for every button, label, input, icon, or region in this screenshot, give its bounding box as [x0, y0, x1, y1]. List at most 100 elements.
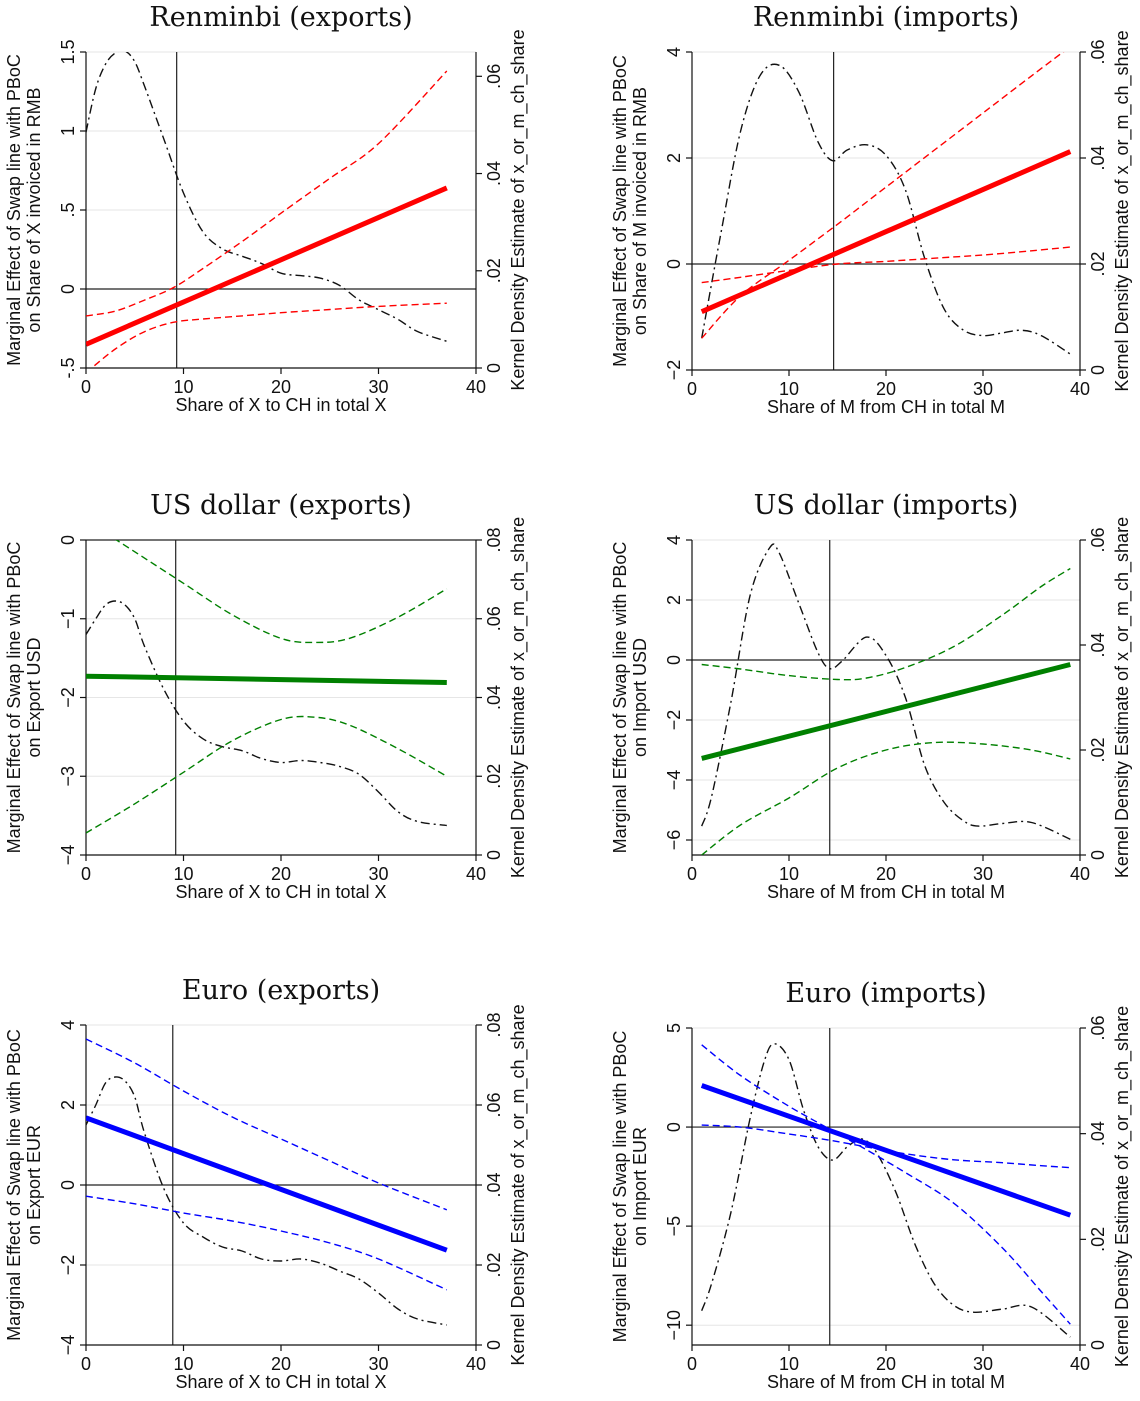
y2-tick-label: .02	[484, 764, 504, 789]
x-axis-label: Share of M from CH in total M	[767, 882, 1005, 902]
panel-title: Euro (exports)	[182, 975, 380, 1006]
kernel-density-line	[86, 600, 447, 827]
y-tick-label: 0	[58, 284, 78, 294]
x-tick-label: 40	[466, 864, 486, 884]
kernel-density-line	[86, 52, 448, 342]
marginal-effect-line	[86, 1115, 448, 1253]
y-axis-label: on Import EUR	[630, 1127, 650, 1246]
y2-tick-label: .06	[1088, 39, 1108, 64]
y2-tick-label: 0	[484, 363, 504, 373]
ci-upper-line	[701, 52, 1065, 339]
y-tick-label: −1	[58, 608, 78, 629]
kernel-density-line	[701, 543, 1071, 840]
kernel-density-line	[701, 63, 1071, 355]
y2-tick-label: 0	[1088, 850, 1108, 860]
y-tick-label: -.5	[58, 357, 78, 378]
y-tick-label: −5	[664, 1216, 684, 1237]
x-tick-label: 0	[81, 864, 91, 884]
x-tick-label: 30	[973, 864, 993, 884]
ci-upper-line	[115, 540, 448, 644]
x-tick-label: 30	[973, 1354, 993, 1374]
x-tick-label: 20	[876, 864, 896, 884]
y2-tick-label: .04	[484, 161, 504, 186]
ci-lower-line	[86, 715, 448, 834]
y2-tick-label: .06	[1088, 1015, 1108, 1040]
x-axis-label: Share of X to CH in total X	[175, 1372, 386, 1392]
y2-tick-label: .04	[1088, 1121, 1108, 1146]
y-tick-label: 0	[58, 535, 78, 545]
x-tick-label: 20	[876, 1354, 896, 1374]
y-tick-label: −4	[58, 845, 78, 866]
y2-tick-label: .06	[484, 1092, 504, 1117]
x-axis-label: Share of M from CH in total M	[767, 1372, 1005, 1392]
y-tick-label: 2	[58, 1100, 78, 1110]
x-tick-label: 20	[271, 377, 291, 397]
x-axis-label: Share of M from CH in total M	[767, 397, 1005, 417]
y2-tick-label: .06	[484, 606, 504, 631]
x-tick-label: 30	[973, 379, 993, 399]
chart-panel-3: 0 10 20 30 40 −4 −3 −2 −1 0 0 .02 .04 .06 .08 US dollar…	[4, 490, 529, 902]
y2-tick-label: 0	[1088, 1340, 1108, 1350]
ci-lower-line	[90, 302, 447, 368]
x-tick-label: 30	[368, 1354, 388, 1374]
y-tick-label: −2	[664, 360, 684, 381]
panel-title: US dollar (exports)	[150, 490, 412, 521]
y-axis-label: on Share of M invoiced in RMB	[630, 87, 650, 335]
y-tick-label: −6	[664, 830, 684, 851]
y-tick-label: −2	[58, 687, 78, 708]
kernel-density-line	[701, 1043, 1071, 1338]
y2-axis-label: Kernel Density Estimate of x_or_m_ch_sha…	[508, 29, 529, 390]
x-tick-label: 0	[687, 1354, 697, 1374]
y2-tick-label: 0	[484, 850, 504, 860]
marginal-effect-line	[700, 1083, 1072, 1218]
y2-tick-label: .02	[484, 258, 504, 283]
x-tick-label: 40	[466, 377, 486, 397]
y-axis-label: on Export USD	[24, 637, 44, 757]
y2-tick-label: .04	[484, 1172, 504, 1197]
y-tick-label: −2	[58, 1255, 78, 1276]
panel-title: Renminbi (exports)	[149, 2, 412, 33]
x-axis-label: Share of X to CH in total X	[175, 882, 386, 902]
panel-title: US dollar (imports)	[754, 490, 1019, 521]
x-tick-label: 0	[687, 864, 697, 884]
y-tick-label: 4	[664, 535, 684, 545]
y2-tick-label: .02	[484, 1252, 504, 1277]
x-tick-label: 40	[1070, 379, 1090, 399]
x-tick-label: 0	[81, 1354, 91, 1374]
y-axis-label: Marginal Effect of Swap line with PBoC	[610, 55, 630, 367]
y-axis-label: Marginal Effect of Swap line with PBoC	[610, 1031, 630, 1343]
x-tick-label: 10	[779, 379, 799, 399]
y-tick-label: −10	[664, 1310, 684, 1341]
y-tick-label: −2	[664, 710, 684, 731]
y-tick-label: 1	[58, 126, 78, 136]
x-tick-label: 10	[779, 1354, 799, 1374]
y2-tick-label: .04	[1088, 145, 1108, 170]
y2-axis-label: Kernel Density Estimate of x_or_m_ch_sha…	[1112, 1006, 1133, 1367]
y-axis-label: on Export EUR	[24, 1125, 44, 1245]
y2-axis-label: Kernel Density Estimate of x_or_m_ch_sha…	[508, 517, 529, 878]
panel-title: Euro (imports)	[785, 978, 986, 1009]
y-tick-label: 0	[664, 655, 684, 665]
x-tick-label: 40	[1070, 864, 1090, 884]
y2-tick-label: .02	[1088, 737, 1108, 762]
y2-tick-label: .02	[1088, 251, 1108, 276]
y2-tick-label: .02	[1088, 1227, 1108, 1252]
ci-upper-line	[701, 1044, 1071, 1325]
y-axis-label: on Import USD	[630, 638, 650, 757]
x-tick-label: 10	[173, 864, 193, 884]
x-tick-label: 10	[173, 377, 193, 397]
ci-lower-line	[86, 1195, 448, 1291]
x-tick-label: 20	[271, 1354, 291, 1374]
y2-tick-label: .04	[1088, 632, 1108, 657]
marginal-effect-line	[86, 673, 447, 685]
kernel-density-line	[86, 1076, 447, 1326]
y-tick-label: 2	[664, 595, 684, 605]
y-tick-label: 1.5	[58, 39, 78, 64]
y-tick-label: 0	[58, 1180, 78, 1190]
y-tick-label: −4	[58, 1335, 78, 1356]
ci-upper-line	[701, 567, 1071, 681]
x-tick-label: 10	[779, 864, 799, 884]
